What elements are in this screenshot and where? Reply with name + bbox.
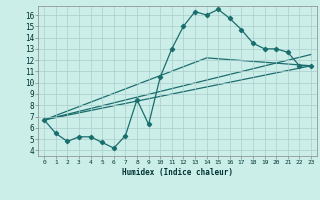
X-axis label: Humidex (Indice chaleur): Humidex (Indice chaleur) [122,168,233,177]
